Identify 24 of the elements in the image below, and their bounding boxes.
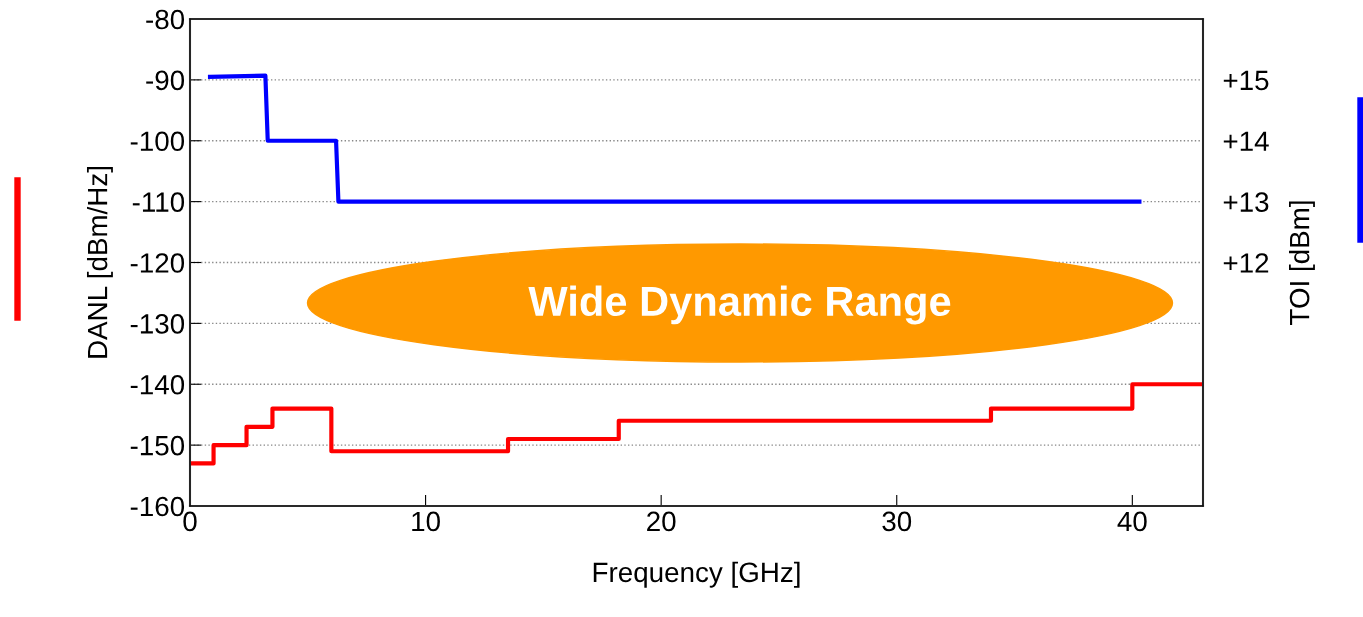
y-tick-label: -100: [130, 131, 185, 152]
x-tick-label: 40: [1117, 511, 1147, 532]
y2-tick-label: +14: [1223, 131, 1269, 151]
y2-tick-label: +15: [1223, 70, 1269, 91]
y-tick-label: -160: [130, 496, 185, 517]
y-tick-label: -140: [130, 374, 185, 395]
y-tick-label: -120: [130, 253, 185, 273]
line-series: [190, 382, 1203, 466]
y-tick-label: -130: [130, 314, 185, 334]
line-series: [207, 73, 1142, 204]
y-axis-title: DANL [dBm/Hz]: [86, 166, 113, 358]
y-tick-label: -80: [146, 9, 185, 30]
y-tick-label: -90: [146, 70, 185, 91]
y2-tick-label: +13: [1223, 192, 1269, 212]
x-tick-label: 10: [412, 511, 440, 532]
y2-tick-label: +12: [1223, 253, 1269, 273]
x-tick-label: 20: [647, 511, 676, 532]
x-tick-label: 30: [882, 511, 912, 532]
x-axis-title: Frequency [GHz]: [593, 561, 800, 588]
y-tick-label: -110: [132, 192, 185, 212]
annotation: Wide Dynamic Range: [528, 285, 951, 325]
y2-axis-title: TOI [dBm]: [1289, 201, 1315, 325]
y-tick-label: -150: [130, 435, 185, 456]
x-tick-label: 0: [183, 511, 197, 532]
